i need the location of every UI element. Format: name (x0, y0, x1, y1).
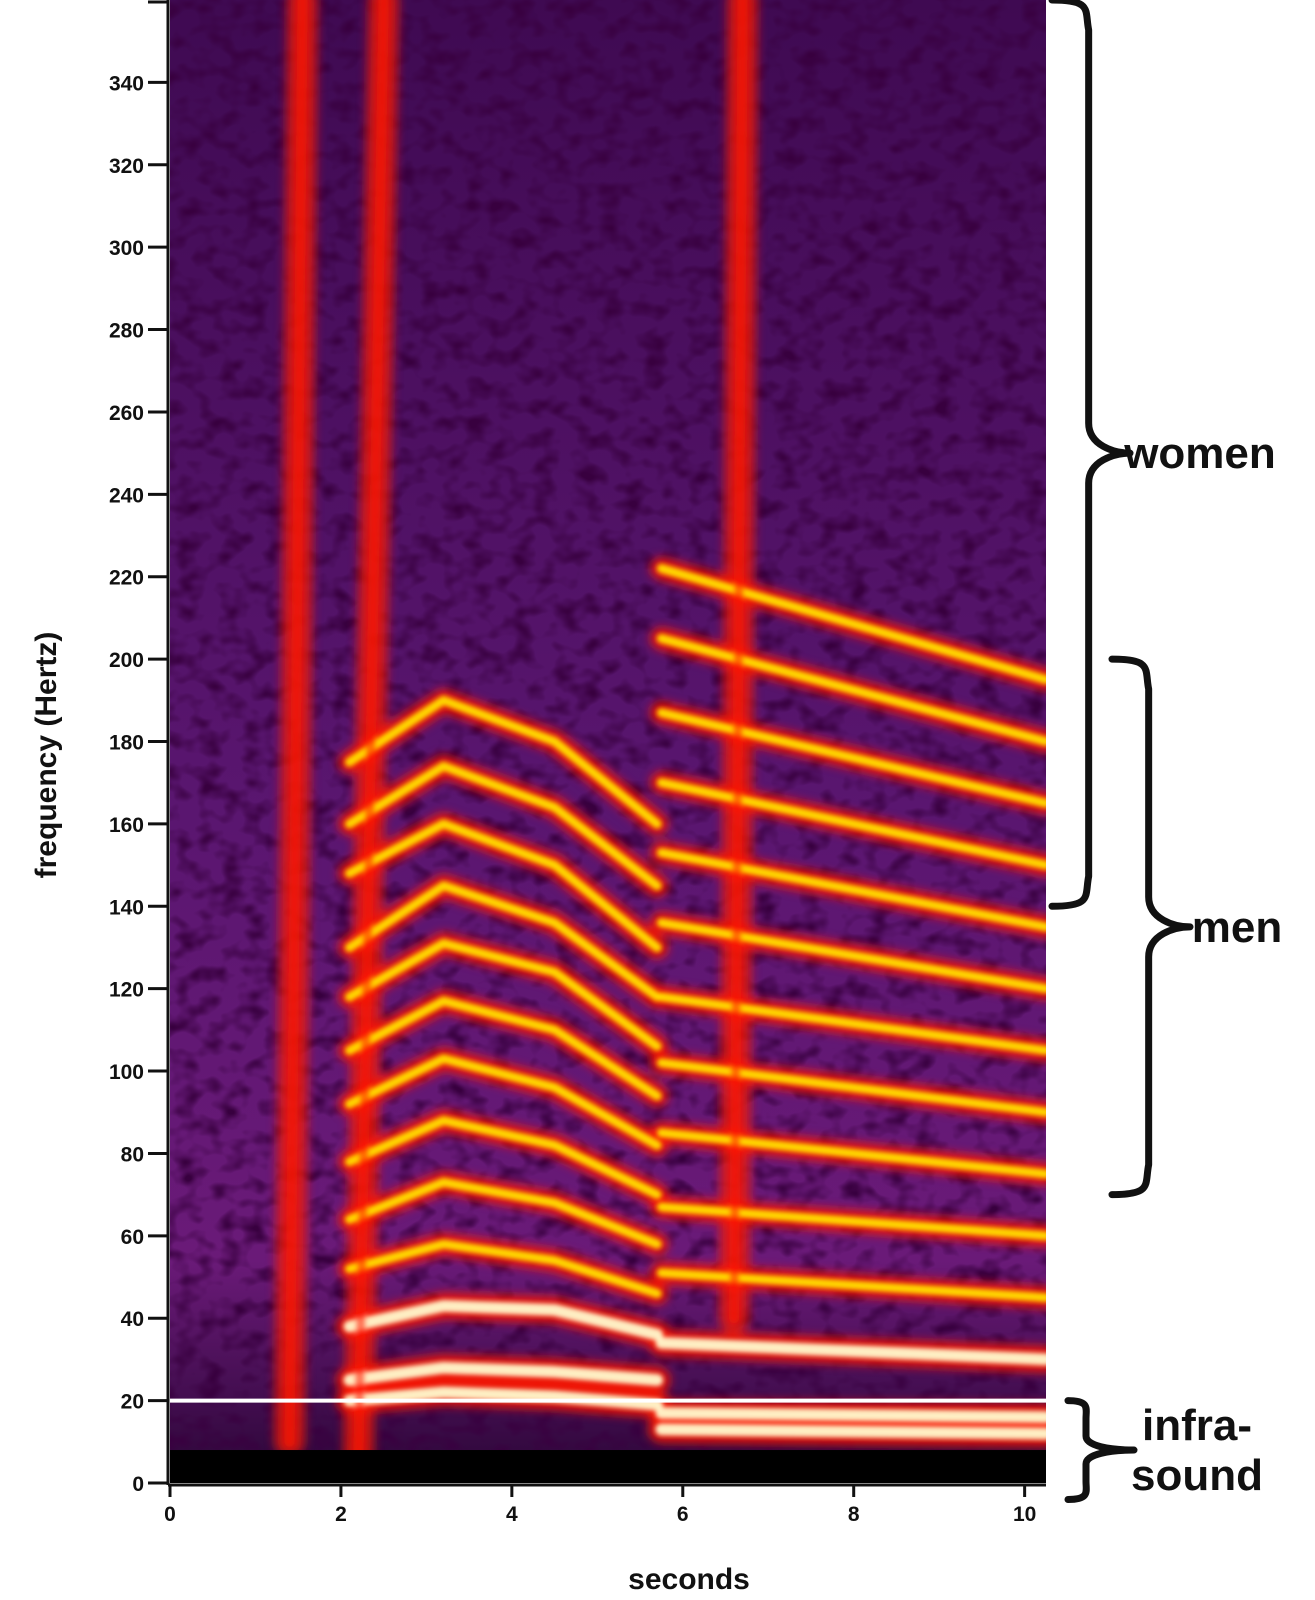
harmonic-trace-14 (655, 1407, 1046, 1424)
x-tick-label: 8 (848, 1503, 860, 1526)
harmonic-trace-23 (656, 778, 1046, 870)
x-tick-label: 6 (677, 1503, 689, 1526)
harmonic-trace-1 (343, 1361, 664, 1386)
harmonic-trace-28 (729, 0, 748, 1324)
harmonic-trace-4 (345, 1177, 662, 1249)
harmonic-trace-18 (656, 1128, 1046, 1179)
plot-area (170, 0, 1046, 1483)
harmonic-trace-26 (656, 564, 1046, 685)
range-label: infra-sound (1131, 1401, 1263, 1500)
harmonic-trace-10 (345, 819, 662, 952)
y-tick-label: 260 (109, 402, 144, 425)
y-tick-label: 220 (109, 567, 144, 590)
harmonic-trace-8 (345, 938, 662, 1051)
y-tick-label: 0 (132, 1473, 144, 1496)
range-brace (1108, 655, 1194, 1199)
harmonic-trace-21 (656, 918, 1046, 994)
range-label: women (1123, 429, 1276, 478)
x-ticks: 0 2 4 6 8 10 (164, 1485, 1036, 1526)
harmonic-trace-24 (656, 708, 1046, 808)
harmonic-trace-15 (655, 1336, 1046, 1366)
harmonic-trace-29 (284, 0, 308, 1447)
harmonic-trace-27 (353, 0, 389, 1483)
harmonic-cores (284, 0, 1046, 1483)
harmonic-trace-7 (345, 996, 662, 1101)
y-tick-label: 180 (109, 732, 144, 755)
y-ticks: 0 20 40 60 80 100 120 140 160 180 200 220 240 260 280 3… (109, 0, 168, 1496)
axes: 0204060801001201401601802002202402602803… (109, 0, 1046, 1526)
x-tick-label: 10 (1013, 1503, 1036, 1526)
y-axis-title: frequency (Hertz) (30, 632, 63, 879)
harmonic-trace-5 (345, 1116, 662, 1200)
y-tick-label: 240 (109, 484, 144, 507)
x-tick-label: 0 (164, 1503, 176, 1526)
y-tick-label: 100 (109, 1061, 144, 1084)
harmonic-trace-17 (656, 1202, 1046, 1241)
harmonic-trace-12 (345, 695, 662, 829)
y-tick-label: 20 (121, 1391, 144, 1414)
range-braces: women men infra-sound (1048, 0, 1282, 1503)
y-tick-label: 320 (109, 155, 144, 178)
harmonic-trace-16 (656, 1268, 1046, 1303)
harmonic-trace-22 (656, 848, 1046, 932)
y-tick-label: 60 (121, 1226, 144, 1249)
harmonic-trace-6 (345, 1054, 662, 1150)
y-tick-label: 40 (121, 1308, 144, 1331)
harmonic-trace-11 (345, 761, 662, 891)
y-tick-label: 300 (109, 237, 144, 260)
x-axis-title: seconds (628, 1563, 750, 1596)
harmonic-trace-19 (656, 1058, 1046, 1117)
range-brace (1064, 1397, 1138, 1503)
x-tick-label: 4 (506, 1503, 518, 1526)
y-tick-label: 200 (109, 649, 144, 672)
y-tick-label: 80 (121, 1143, 144, 1166)
y-tick-label: 340 (109, 72, 144, 95)
low-frequency-floor (170, 1450, 1046, 1483)
harmonic-trace-9 (345, 881, 662, 1002)
harmonic-trace-25 (656, 634, 1046, 746)
harmonic-trace-20 (656, 992, 1046, 1055)
y-tick-label: 120 (109, 979, 144, 1002)
harmonic-trace-2 (343, 1299, 664, 1341)
range-brace (1048, 0, 1134, 910)
x-tick-label: 2 (335, 1503, 347, 1526)
y-tick-label: 140 (109, 896, 144, 919)
y-tick-label: 280 (109, 320, 144, 343)
harmonic-trace-13 (655, 1423, 1046, 1440)
harmonic-trace-3 (345, 1239, 662, 1298)
y-tick-label: 160 (109, 814, 144, 837)
range-label: men (1192, 903, 1282, 952)
